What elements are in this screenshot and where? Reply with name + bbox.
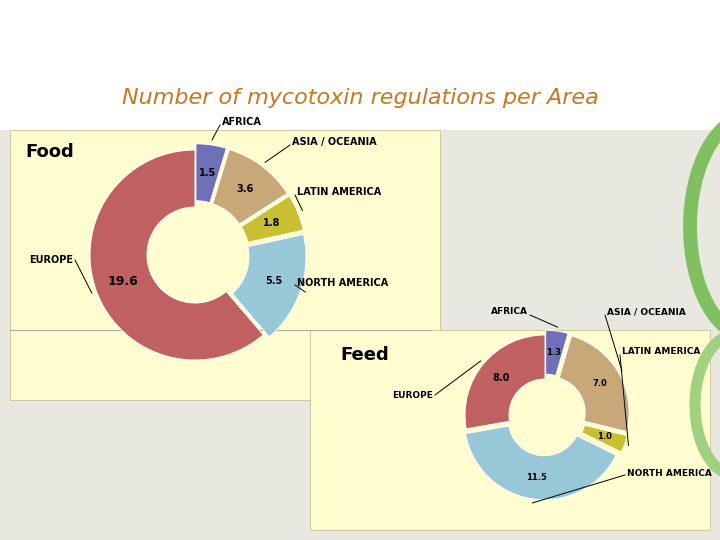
- Text: 7.0: 7.0: [592, 379, 607, 388]
- Text: 1.5: 1.5: [199, 168, 216, 178]
- Text: EUROPE: EUROPE: [392, 390, 433, 400]
- Text: 1.3: 1.3: [546, 348, 562, 357]
- Wedge shape: [196, 144, 226, 203]
- Text: Feed: Feed: [340, 346, 389, 364]
- Wedge shape: [232, 234, 306, 337]
- Text: NORTH AMERICA: NORTH AMERICA: [297, 278, 388, 288]
- Text: 11.5: 11.5: [526, 472, 546, 482]
- Text: 1.8: 1.8: [263, 218, 280, 228]
- Text: 19.6: 19.6: [108, 275, 139, 288]
- Text: 3.6: 3.6: [236, 184, 253, 194]
- Wedge shape: [559, 336, 629, 431]
- Bar: [10, 130, 440, 400]
- Wedge shape: [212, 150, 287, 224]
- Text: ASIA / OCEANIA: ASIA / OCEANIA: [292, 137, 377, 147]
- Wedge shape: [466, 426, 616, 500]
- Text: Food: Food: [25, 143, 73, 161]
- Bar: [310, 330, 710, 530]
- Text: LATIN AMERICA: LATIN AMERICA: [622, 348, 701, 356]
- Wedge shape: [241, 196, 303, 242]
- Text: EUROPE: EUROPE: [29, 255, 73, 265]
- Text: Number of mycotoxin regulations per Area: Number of mycotoxin regulations per Area: [122, 88, 598, 108]
- Text: 8.0: 8.0: [492, 373, 509, 383]
- Bar: [0, 0, 720, 130]
- Wedge shape: [546, 330, 568, 376]
- Text: ASIA / OCEANIA: ASIA / OCEANIA: [607, 307, 686, 316]
- Text: 5.5: 5.5: [265, 276, 282, 286]
- Text: AFRICA: AFRICA: [491, 307, 528, 316]
- Wedge shape: [90, 150, 264, 360]
- Text: 1.0: 1.0: [597, 432, 611, 441]
- Text: AFRICA: AFRICA: [222, 117, 262, 127]
- Text: LATIN AMERICA: LATIN AMERICA: [297, 187, 382, 197]
- Text: NORTH AMERICA: NORTH AMERICA: [627, 469, 712, 477]
- Wedge shape: [465, 335, 545, 429]
- Wedge shape: [582, 425, 627, 452]
